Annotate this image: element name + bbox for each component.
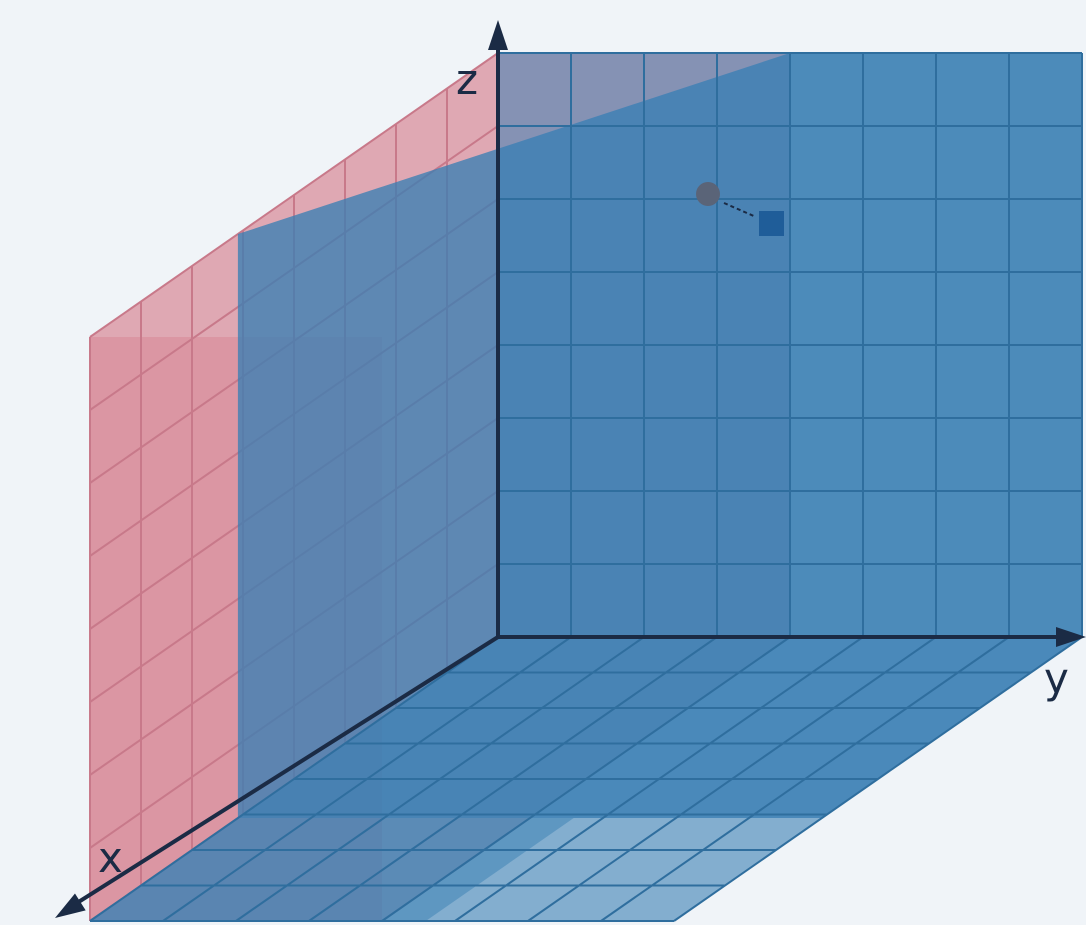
markers-group bbox=[696, 182, 784, 236]
dashed-connector bbox=[723, 202, 757, 218]
blue-front-strip bbox=[90, 818, 574, 921]
y-axis-arrowhead-icon bbox=[1056, 627, 1086, 647]
red-left-gridline bbox=[89, 52, 499, 338]
x-axis-arrowhead-icon bbox=[55, 893, 86, 918]
blue-bottom-gridline bbox=[600, 636, 1010, 922]
axes-group bbox=[55, 20, 1086, 918]
blue-oblique-face bbox=[237, 53, 1082, 819]
blue-yz-plane bbox=[89, 52, 1083, 922]
square-point-icon[interactable] bbox=[759, 211, 784, 236]
blue-bottom-gridline bbox=[673, 636, 1083, 922]
circle-point-icon[interactable] bbox=[696, 182, 720, 206]
blue-bottom-gridline bbox=[381, 636, 791, 922]
z-axis-arrowhead-icon bbox=[488, 20, 508, 50]
y-axis-label: y bbox=[1044, 654, 1069, 703]
blue-bottom-gridline bbox=[454, 636, 864, 922]
x-axis-label: x bbox=[98, 833, 123, 882]
x-axis-line bbox=[67, 635, 500, 910]
z-axis-label: z bbox=[456, 55, 478, 104]
blue-bottom-gridline bbox=[527, 636, 937, 922]
